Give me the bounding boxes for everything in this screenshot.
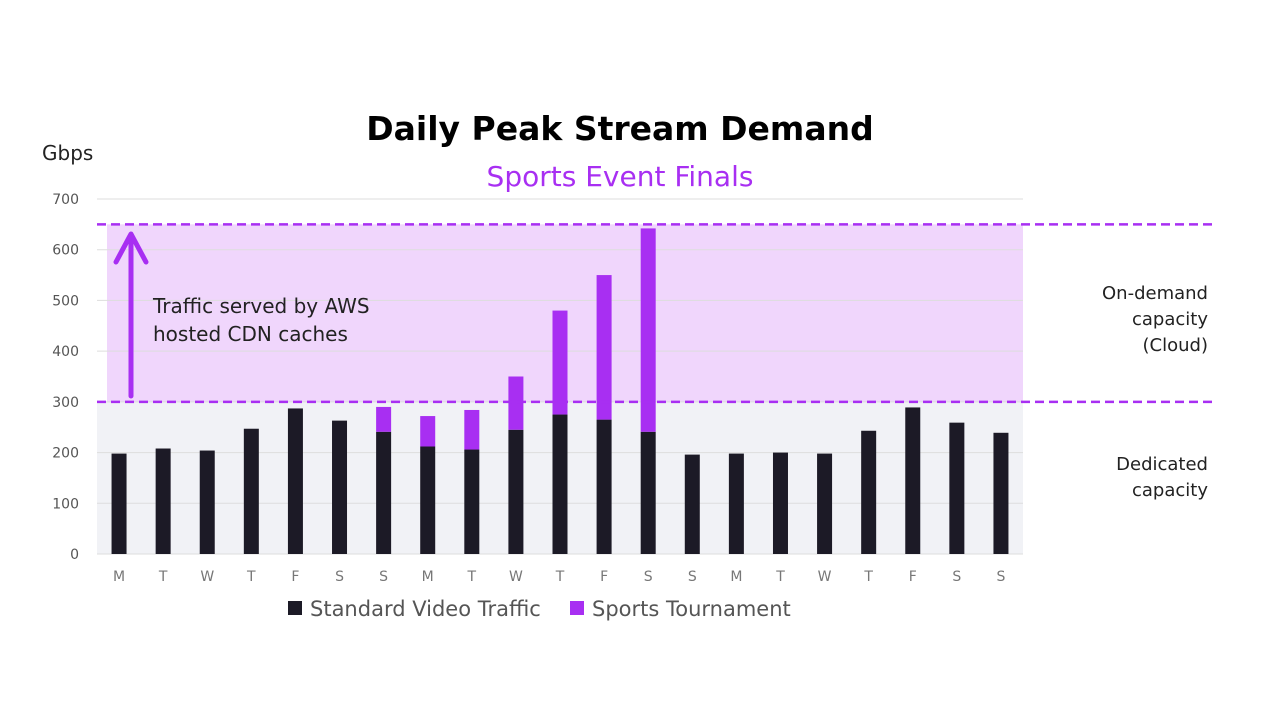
legend-swatch-sports-tournament	[570, 601, 584, 615]
bar-standard-video-traffic	[199, 450, 215, 554]
y-tick-labels: 0 100 200 300 400 500 600 700	[52, 192, 79, 563]
bar-sports-tournament	[640, 228, 656, 432]
bar-standard-video-traffic	[684, 454, 700, 554]
x-tick-label: S	[335, 569, 344, 585]
bar-standard-video-traffic	[817, 453, 833, 554]
x-tick-label: W	[818, 569, 832, 585]
x-tick-label: W	[200, 569, 214, 585]
y-tick-label: 200	[52, 446, 79, 462]
bar-sports-tournament	[508, 376, 524, 430]
x-tick-label: T	[158, 569, 168, 585]
bar-standard-video-traffic	[332, 420, 348, 554]
chart-subtitle: Sports Event Finals	[487, 160, 754, 193]
bars	[111, 228, 1009, 554]
on-demand-label-line-3: (Cloud)	[1143, 335, 1208, 356]
bar-standard-video-traffic	[772, 452, 788, 554]
x-tick-label: T	[863, 569, 873, 585]
y-tick-label: 100	[52, 496, 79, 512]
x-tick-label: W	[509, 569, 523, 585]
bar-standard-video-traffic	[552, 414, 568, 554]
y-tick-label: 500	[52, 293, 79, 309]
y-tick-label: 0	[70, 547, 79, 563]
y-tick-label: 300	[52, 395, 79, 411]
capacity-lines	[97, 223, 1212, 404]
bar-standard-video-traffic	[155, 448, 171, 554]
bar-sports-tournament	[596, 275, 612, 420]
bar-standard-video-traffic	[905, 407, 921, 554]
on-demand-label-line-2: capacity	[1132, 309, 1208, 330]
bar-standard-video-traffic	[111, 453, 127, 554]
dedicated-capacity-label: Dedicated capacity	[1116, 454, 1208, 501]
annotation: Traffic served by AWS hosted CDN caches	[113, 231, 370, 399]
x-tick-label: S	[379, 569, 388, 585]
bar-standard-video-traffic	[420, 446, 436, 554]
bar-standard-video-traffic	[508, 429, 524, 554]
annotation-line-1: Traffic served by AWS	[152, 294, 370, 318]
y-tick-label: 400	[52, 344, 79, 360]
x-tick-label: T	[467, 569, 477, 585]
dedicated-label-line-2: capacity	[1132, 480, 1208, 501]
on-demand-label-line-1: On-demand	[1102, 283, 1208, 304]
x-tick-label: F	[291, 569, 299, 585]
x-tick-label: S	[952, 569, 961, 585]
on-demand-capacity-label: On-demand capacity (Cloud)	[1102, 283, 1208, 356]
arrow-head	[113, 231, 149, 265]
y-axis-label: Gbps	[42, 141, 93, 165]
bar-standard-video-traffic	[640, 431, 656, 554]
y-tick-label: 700	[52, 192, 79, 208]
bar-sports-tournament	[376, 406, 392, 432]
chart-title: Daily Peak Stream Demand	[366, 109, 873, 148]
x-tick-label: S	[644, 569, 653, 585]
bar-sports-tournament	[552, 310, 568, 415]
bar-standard-video-traffic	[596, 419, 612, 554]
bar-standard-video-traffic	[243, 428, 259, 554]
annotation-line-2: hosted CDN caches	[153, 322, 348, 346]
x-tick-label: F	[600, 569, 608, 585]
x-tick-label: T	[246, 569, 256, 585]
bar-standard-video-traffic	[993, 432, 1009, 554]
legend-swatch-standard-video	[288, 601, 302, 615]
bar-standard-video-traffic	[949, 422, 965, 554]
dedicated-label-line-1: Dedicated	[1116, 454, 1208, 475]
bar-sports-tournament	[420, 416, 436, 447]
x-tick-label: S	[688, 569, 697, 585]
bar-standard-video-traffic	[376, 431, 392, 554]
x-tick-label: M	[422, 569, 434, 585]
bar-standard-video-traffic	[861, 430, 877, 554]
legend-label-sports-tournament: Sports Tournament	[592, 597, 791, 621]
x-tick-label: T	[555, 569, 565, 585]
legend-label-standard-video: Standard Video Traffic	[310, 597, 541, 621]
up-arrow-icon	[113, 231, 149, 399]
bar-standard-video-traffic	[464, 449, 480, 554]
bar-standard-video-traffic	[728, 453, 744, 554]
x-tick-label: T	[775, 569, 785, 585]
legend: Standard Video Traffic Sports Tournament	[288, 597, 791, 621]
x-tick-label: S	[997, 569, 1006, 585]
y-tick-label: 600	[52, 243, 79, 259]
bar-standard-video-traffic	[287, 408, 303, 554]
x-tick-label: F	[909, 569, 917, 585]
bar-sports-tournament	[464, 409, 480, 450]
x-tick-label: M	[113, 569, 125, 585]
x-tick-label: M	[730, 569, 742, 585]
